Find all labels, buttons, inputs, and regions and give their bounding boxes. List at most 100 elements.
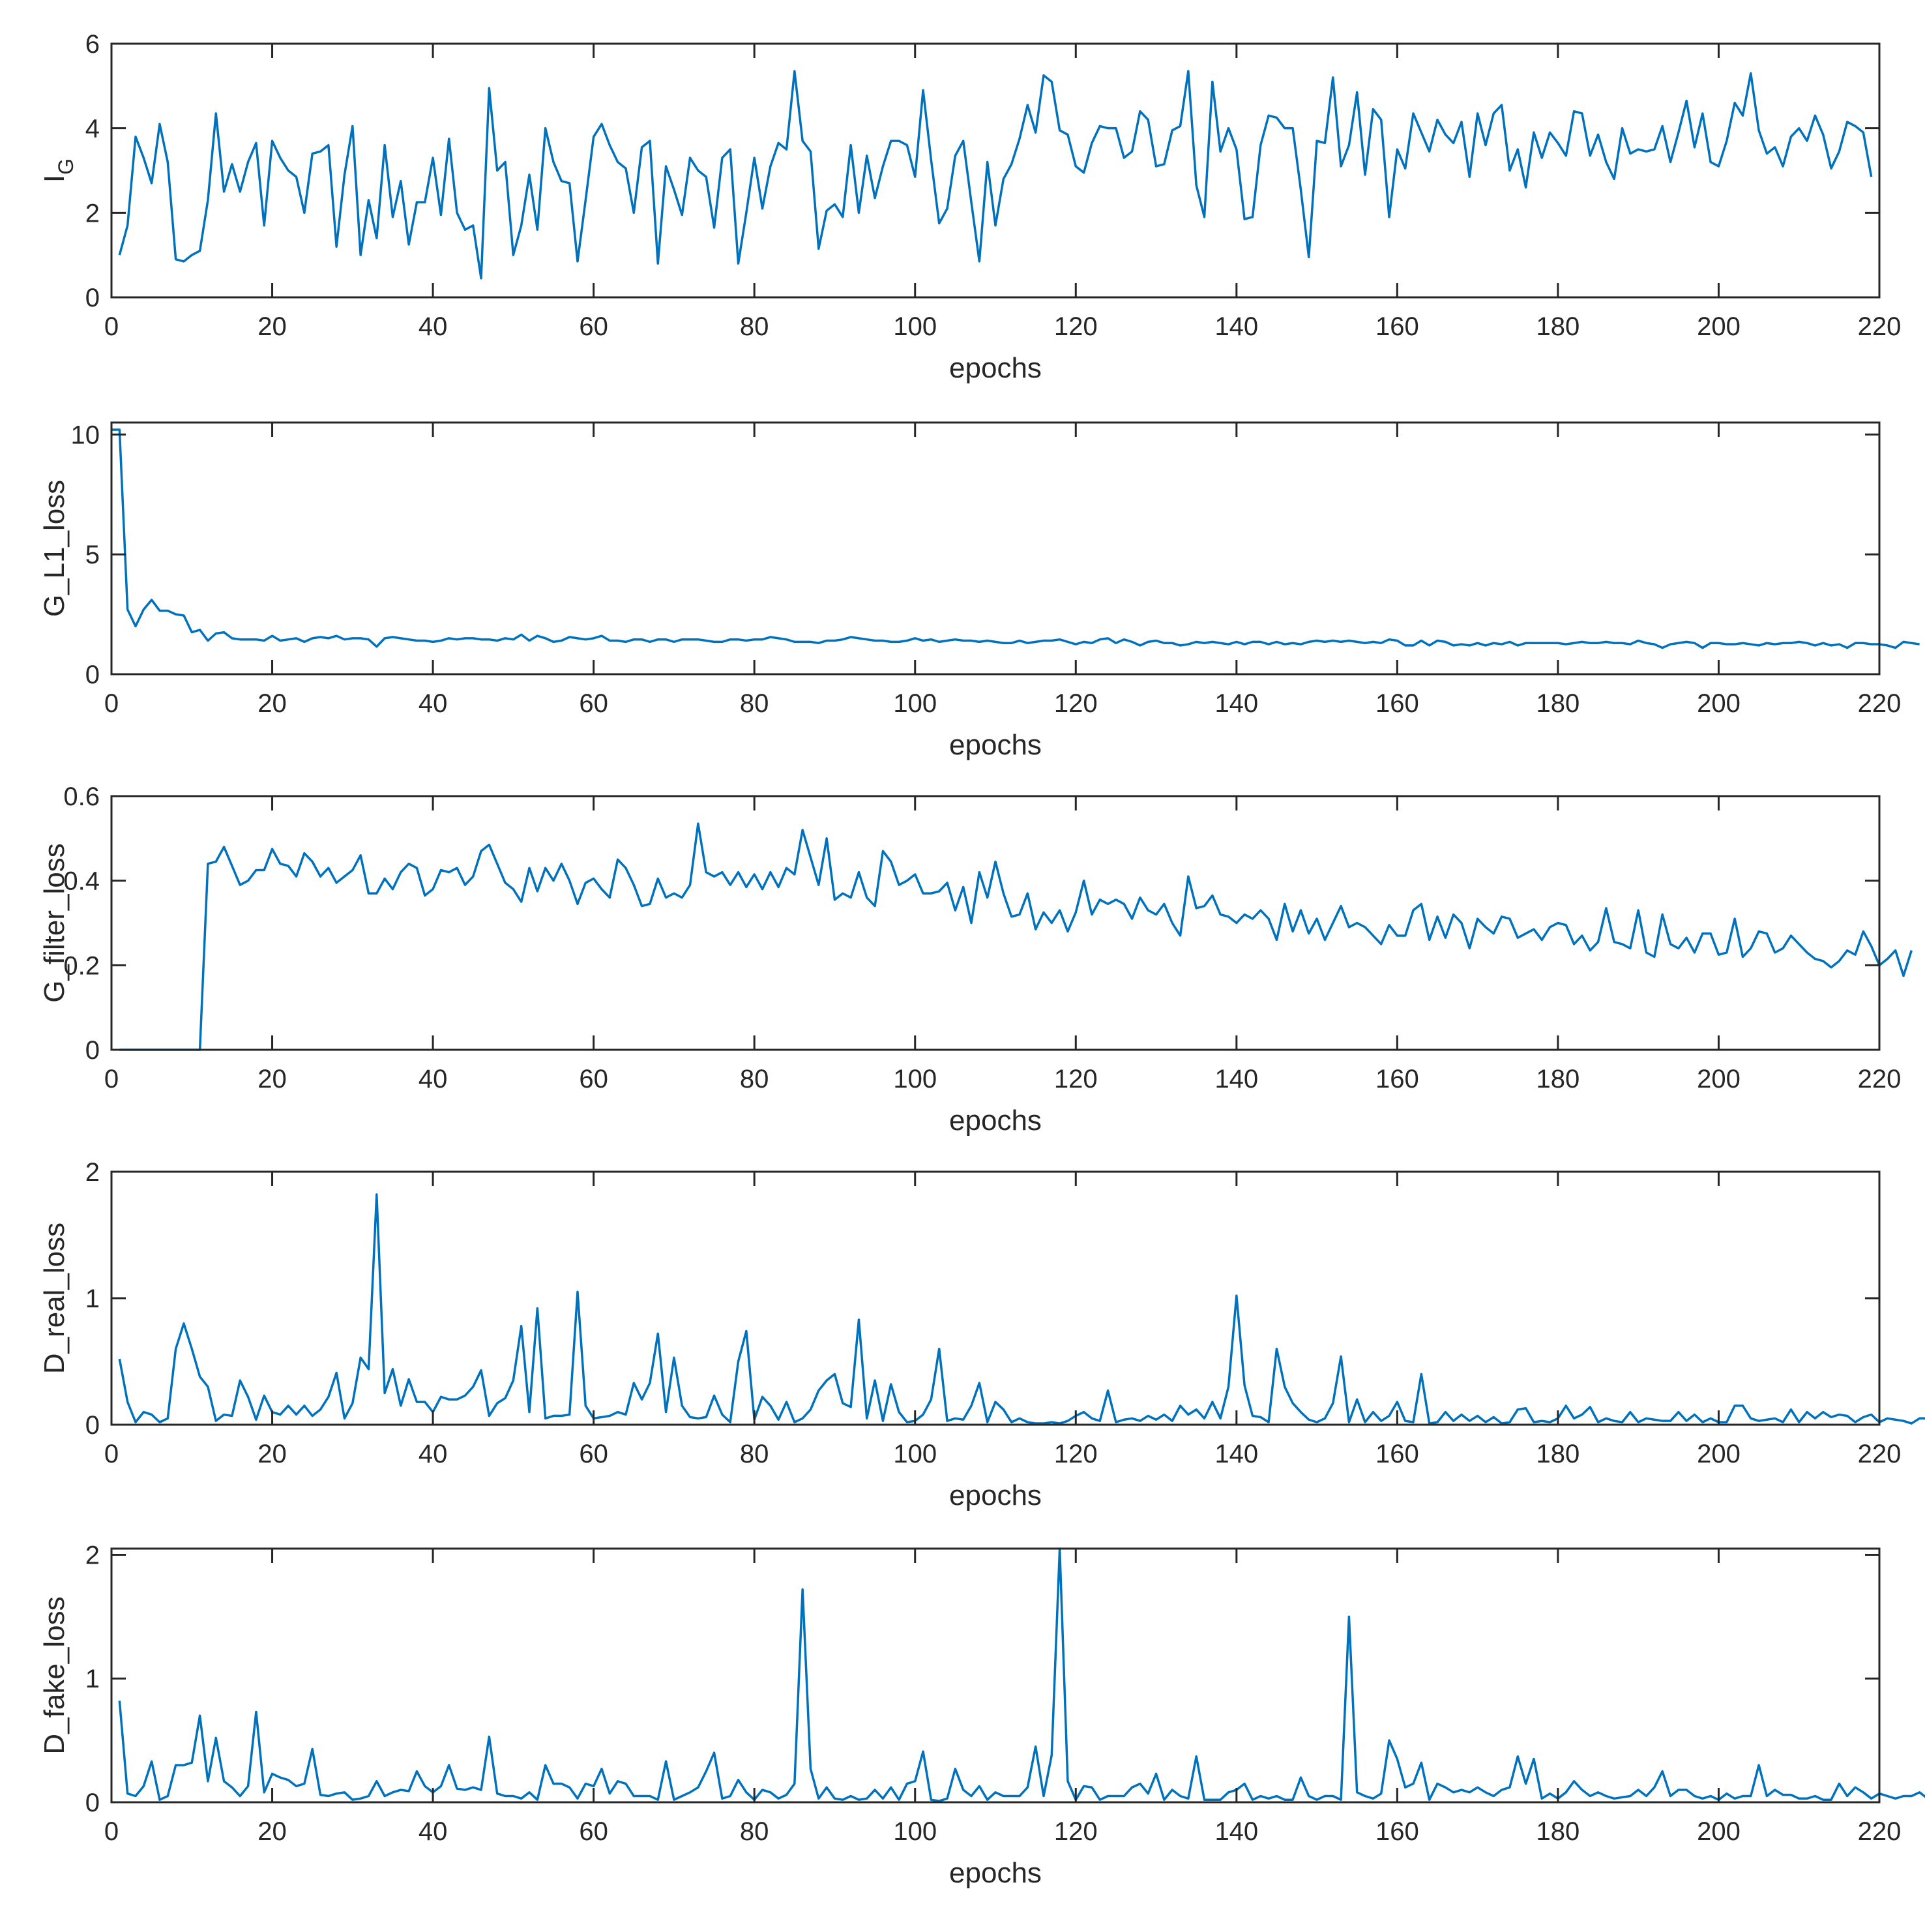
x-tick-label: 120 bbox=[1054, 1065, 1098, 1093]
series-line bbox=[118, 1193, 1925, 1425]
x-axis-label: epochs bbox=[949, 1857, 1042, 1889]
x-tick-label: 60 bbox=[579, 1440, 608, 1468]
x-tick-label: 140 bbox=[1214, 1817, 1258, 1846]
y-axis-label: D_real_loss bbox=[38, 1223, 70, 1374]
y-tick-label: 0 bbox=[85, 1036, 100, 1065]
y-tick-label: 0.4 bbox=[63, 867, 100, 896]
x-tick-label: 40 bbox=[419, 1065, 448, 1093]
chart-panel-4: 0 20 40 60 80 100 120 140 160 180 200 220 0 1 2 epochs D… bbox=[38, 1158, 1925, 1511]
x-tick-label: 180 bbox=[1536, 1817, 1580, 1846]
x-tick-label: 100 bbox=[893, 312, 937, 341]
x-tick-label: 20 bbox=[257, 1817, 287, 1846]
x-tick-label: 80 bbox=[740, 312, 769, 341]
x-tick-label: 180 bbox=[1536, 689, 1580, 718]
x-tick-label: 40 bbox=[419, 1817, 448, 1846]
x-tick-label: 20 bbox=[257, 312, 287, 341]
x-tick-label: 40 bbox=[419, 689, 448, 718]
x-tick-label: 200 bbox=[1697, 1440, 1741, 1468]
x-tick-label: 80 bbox=[740, 1065, 769, 1093]
x-tick-label: 220 bbox=[1858, 312, 1902, 341]
y-tick-label: 6 bbox=[85, 30, 100, 59]
x-tick-label: 100 bbox=[893, 1065, 937, 1093]
x-tick-label: 120 bbox=[1054, 312, 1098, 341]
chart-panel-5: 0 20 40 60 80 100 120 140 160 180 200 220 0 1 2 epochs D… bbox=[38, 1541, 1925, 1889]
y-tick-label: 2 bbox=[85, 1541, 100, 1569]
x-tick-label: 60 bbox=[579, 1065, 608, 1093]
x-tick-label: 60 bbox=[579, 1817, 608, 1846]
x-tick-label: 200 bbox=[1697, 689, 1741, 718]
x-tick-label: 20 bbox=[257, 689, 287, 718]
x-tick-label: 220 bbox=[1858, 1065, 1902, 1093]
x-tick-label: 220 bbox=[1858, 689, 1902, 718]
x-tick-label: 120 bbox=[1054, 689, 1098, 718]
series-line bbox=[111, 428, 1920, 649]
y-tick-label: 10 bbox=[71, 421, 100, 449]
series-line bbox=[118, 1547, 1925, 1802]
x-tick-label: 40 bbox=[419, 1440, 448, 1468]
x-tick-label: 140 bbox=[1214, 1065, 1258, 1093]
x-tick-label: 80 bbox=[740, 1817, 769, 1846]
chart-panel-1: 0 20 40 60 80 100 120 140 160 180 200 220 0 2 4 6 epochs… bbox=[38, 30, 1901, 384]
y-tick-label: 1 bbox=[85, 1665, 100, 1693]
x-tick-label: 120 bbox=[1054, 1817, 1098, 1846]
y-axis-label-subscript: G bbox=[54, 158, 78, 175]
x-tick-label: 20 bbox=[257, 1440, 287, 1468]
x-axis-label: epochs bbox=[949, 729, 1042, 761]
x-tick-label: 200 bbox=[1697, 1817, 1741, 1846]
x-tick-label: 180 bbox=[1536, 1065, 1580, 1093]
x-tick-label: 0 bbox=[104, 1440, 119, 1468]
series-line bbox=[119, 822, 1913, 1051]
x-tick-label: 220 bbox=[1858, 1440, 1902, 1468]
x-tick-label: 100 bbox=[893, 1440, 937, 1468]
chart-panel-2: 0 20 40 60 80 100 120 140 160 180 200 220 0 5 10 epochs… bbox=[38, 421, 1920, 761]
axes-box bbox=[110, 421, 1881, 676]
x-tick-label: 0 bbox=[104, 312, 119, 341]
y-tick-label: 0 bbox=[85, 1411, 100, 1440]
y-tick-label: 2 bbox=[85, 199, 100, 228]
x-tick-label: 160 bbox=[1375, 1817, 1419, 1846]
chart-panel-3: 0 20 40 60 80 100 120 140 160 180 200 220 0 0.2 0.4 0.6… bbox=[38, 782, 1913, 1137]
x-tick-label: 160 bbox=[1375, 1065, 1419, 1093]
x-tick-label: 0 bbox=[104, 1065, 119, 1093]
x-tick-label: 80 bbox=[740, 689, 769, 718]
y-axis-label: D_fake_loss bbox=[38, 1596, 70, 1754]
y-tick-label: 5 bbox=[85, 541, 100, 569]
x-tick-label: 180 bbox=[1536, 1440, 1580, 1468]
x-axis-label: epochs bbox=[949, 1105, 1042, 1137]
y-tick-label: 0 bbox=[85, 661, 100, 689]
x-tick-label: 0 bbox=[104, 1817, 119, 1846]
x-tick-label: 60 bbox=[579, 689, 608, 718]
y-axis-label: IG bbox=[38, 158, 78, 183]
y-tick-label: 0.2 bbox=[63, 951, 100, 980]
x-tick-label: 0 bbox=[104, 689, 119, 718]
x-tick-label: 160 bbox=[1375, 1440, 1419, 1468]
y-axis-label: G_filter_loss bbox=[38, 843, 70, 1003]
x-axis-label: epochs bbox=[949, 352, 1042, 384]
axes-box bbox=[110, 42, 1881, 299]
x-tick-label: 140 bbox=[1214, 312, 1258, 341]
x-axis-label: epochs bbox=[949, 1479, 1042, 1511]
x-tick-label: 60 bbox=[579, 312, 608, 341]
y-axis-label: G_L1_loss bbox=[38, 480, 70, 617]
x-tick-label: 80 bbox=[740, 1440, 769, 1468]
y-tick-label: 0.6 bbox=[63, 782, 100, 811]
x-tick-label: 100 bbox=[893, 689, 937, 718]
y-tick-label: 0 bbox=[85, 284, 100, 312]
x-tick-label: 140 bbox=[1214, 1440, 1258, 1468]
x-tick-label: 220 bbox=[1858, 1817, 1902, 1846]
axes-box bbox=[110, 1547, 1881, 1804]
series-line bbox=[118, 70, 1873, 280]
y-tick-label: 0 bbox=[85, 1789, 100, 1817]
x-tick-label: 160 bbox=[1375, 312, 1419, 341]
y-tick-label: 4 bbox=[85, 115, 100, 143]
x-tick-label: 200 bbox=[1697, 312, 1741, 341]
x-tick-label: 40 bbox=[419, 312, 448, 341]
x-tick-label: 180 bbox=[1536, 312, 1580, 341]
x-tick-label: 160 bbox=[1375, 689, 1419, 718]
x-tick-label: 20 bbox=[257, 1065, 287, 1093]
x-tick-label: 120 bbox=[1054, 1440, 1098, 1468]
x-tick-label: 200 bbox=[1697, 1065, 1741, 1093]
x-tick-label: 100 bbox=[893, 1817, 937, 1846]
y-tick-label: 2 bbox=[85, 1158, 100, 1187]
